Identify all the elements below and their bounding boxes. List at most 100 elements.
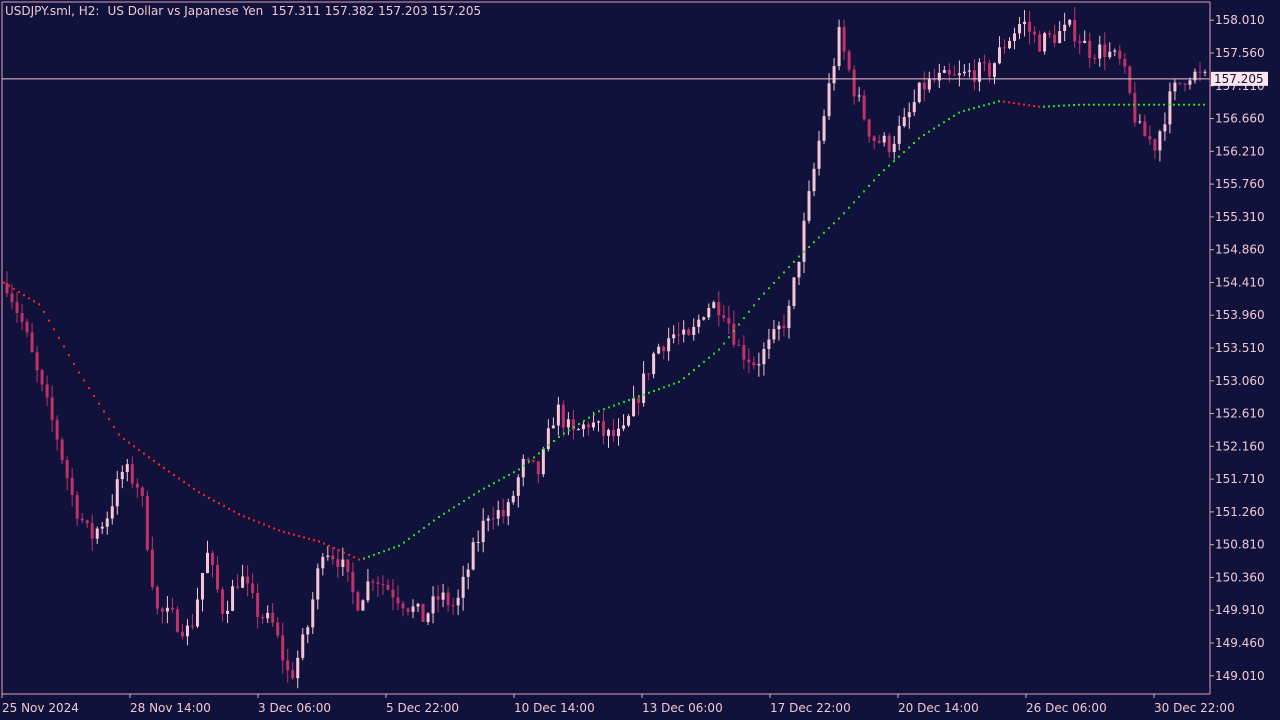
x-tick-label: 30 Dec 22:00 xyxy=(1154,701,1235,715)
candle xyxy=(145,490,149,552)
ma-point xyxy=(183,480,185,483)
ma-point xyxy=(13,287,15,290)
ma-point xyxy=(723,342,725,345)
ma-point xyxy=(283,530,285,533)
candle xyxy=(506,498,510,526)
candle xyxy=(200,572,204,612)
candle-body xyxy=(922,82,926,90)
candle xyxy=(1128,65,1132,96)
candle-body xyxy=(1028,21,1032,32)
candle xyxy=(1108,42,1112,60)
ma-point xyxy=(768,287,770,290)
y-tick-label: 153.060 xyxy=(1215,374,1265,388)
candle-body xyxy=(115,479,119,507)
candle xyxy=(70,468,74,507)
candle-body xyxy=(777,325,781,330)
ma-point xyxy=(388,548,390,551)
candle-body xyxy=(727,317,731,324)
ma-point xyxy=(493,482,495,485)
candle xyxy=(366,569,370,603)
ma-point xyxy=(318,540,320,543)
ma-point xyxy=(738,323,740,326)
candle-body xyxy=(200,573,204,600)
candle xyxy=(516,474,520,508)
candle-body xyxy=(702,317,706,320)
candle xyxy=(456,589,460,615)
candle-body xyxy=(211,552,215,566)
candle xyxy=(1138,114,1142,125)
candle-body xyxy=(306,627,310,635)
ma-point xyxy=(803,250,805,253)
candle xyxy=(135,478,139,498)
y-tick-label: 149.910 xyxy=(1215,603,1265,617)
ma-point xyxy=(1103,103,1105,106)
ma-point xyxy=(368,555,370,558)
candle xyxy=(632,385,636,417)
candle-body xyxy=(231,586,235,611)
candle-body xyxy=(391,589,395,598)
candle-body xyxy=(416,603,420,607)
candle-body xyxy=(276,622,280,636)
candle-body xyxy=(461,576,465,598)
candle xyxy=(797,261,801,286)
ma-point xyxy=(673,382,675,385)
candle-body xyxy=(221,589,225,614)
candle-body xyxy=(431,596,435,614)
candle-body xyxy=(832,66,836,84)
candle-body xyxy=(717,302,721,316)
candle xyxy=(361,599,365,611)
ma-point xyxy=(898,155,900,158)
candle xyxy=(401,600,405,617)
candle xyxy=(637,394,641,416)
candle-body xyxy=(957,73,961,76)
ma-point xyxy=(3,281,5,284)
candle xyxy=(802,212,806,274)
ma-point xyxy=(203,494,205,497)
candle-body xyxy=(466,569,470,577)
ma-point xyxy=(868,184,870,187)
candle-body xyxy=(356,592,360,611)
candle-body xyxy=(612,429,616,437)
candle xyxy=(1123,52,1127,74)
candle xyxy=(1053,24,1057,48)
ma-point xyxy=(323,542,325,545)
ma-point xyxy=(1043,105,1045,108)
candle xyxy=(622,414,626,432)
ma-point xyxy=(233,510,235,513)
y-tick-label: 153.960 xyxy=(1215,308,1265,322)
candle-body xyxy=(516,477,520,496)
ma-point xyxy=(198,491,200,494)
candle xyxy=(707,303,711,320)
candle xyxy=(421,603,425,623)
candle-body xyxy=(642,373,646,403)
x-tick-label: 20 Dec 14:00 xyxy=(898,701,979,715)
ma-point xyxy=(1008,101,1010,104)
ma-point xyxy=(43,310,45,313)
candle-body xyxy=(80,518,84,521)
y-tick-label: 156.210 xyxy=(1215,144,1265,158)
ma-point xyxy=(968,108,970,111)
candle-body xyxy=(887,135,891,153)
candle xyxy=(241,564,245,589)
candle-body xyxy=(75,495,79,519)
candle-body xyxy=(291,670,295,679)
candle-body xyxy=(145,496,149,550)
candle xyxy=(376,576,380,598)
ma-point xyxy=(173,473,175,476)
ma-point xyxy=(463,499,465,502)
ma-point xyxy=(733,329,735,332)
ma-point xyxy=(973,107,975,110)
candle xyxy=(566,412,570,436)
ma-point xyxy=(448,509,450,512)
ma-point xyxy=(418,530,420,533)
ma-point xyxy=(938,124,940,127)
candle xyxy=(882,132,886,147)
ma-point xyxy=(953,114,955,117)
ma-point xyxy=(618,402,620,405)
ma-point xyxy=(438,515,440,518)
y-tick-label: 151.260 xyxy=(1215,505,1265,519)
candle-body xyxy=(471,542,475,570)
candle xyxy=(246,565,250,597)
ma-point xyxy=(273,527,275,530)
